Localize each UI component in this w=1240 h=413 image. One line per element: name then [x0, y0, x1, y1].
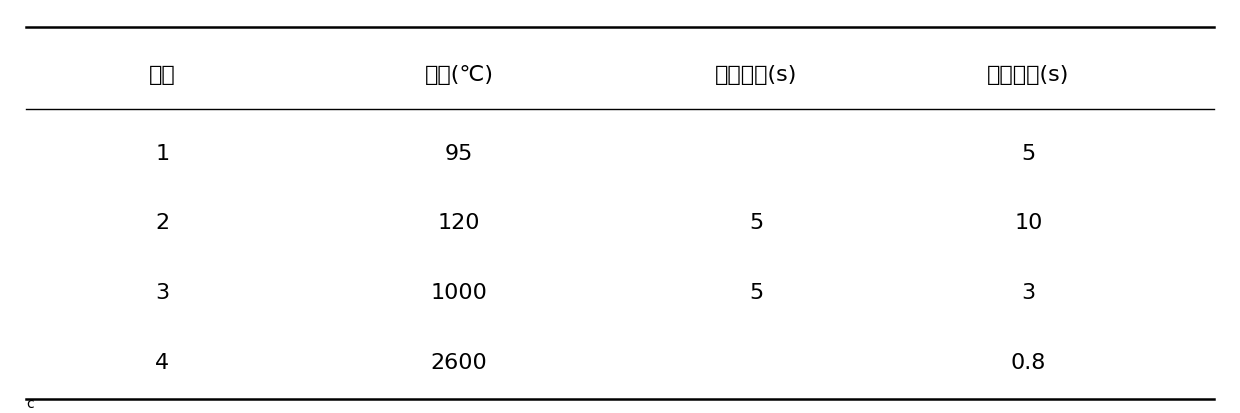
Text: 2600: 2600 — [430, 352, 487, 373]
Text: 2: 2 — [155, 213, 170, 233]
Text: 5: 5 — [1022, 143, 1035, 163]
Text: 温度(℃): 温度(℃) — [424, 65, 494, 85]
Text: 3: 3 — [1022, 282, 1035, 303]
Text: 1: 1 — [155, 143, 170, 163]
Text: 0.8: 0.8 — [1011, 352, 1047, 373]
Text: c: c — [26, 396, 33, 410]
Text: 步骤: 步骤 — [149, 65, 176, 85]
Text: 10: 10 — [1014, 213, 1043, 233]
Text: 4: 4 — [155, 352, 170, 373]
Text: 升温时间(s): 升温时间(s) — [715, 65, 797, 85]
Text: 5: 5 — [749, 213, 763, 233]
Text: 95: 95 — [445, 143, 474, 163]
Text: 保持时间(s): 保持时间(s) — [987, 65, 1069, 85]
Text: 120: 120 — [438, 213, 480, 233]
Text: 3: 3 — [155, 282, 170, 303]
Text: 5: 5 — [749, 282, 763, 303]
Text: 1000: 1000 — [430, 282, 487, 303]
